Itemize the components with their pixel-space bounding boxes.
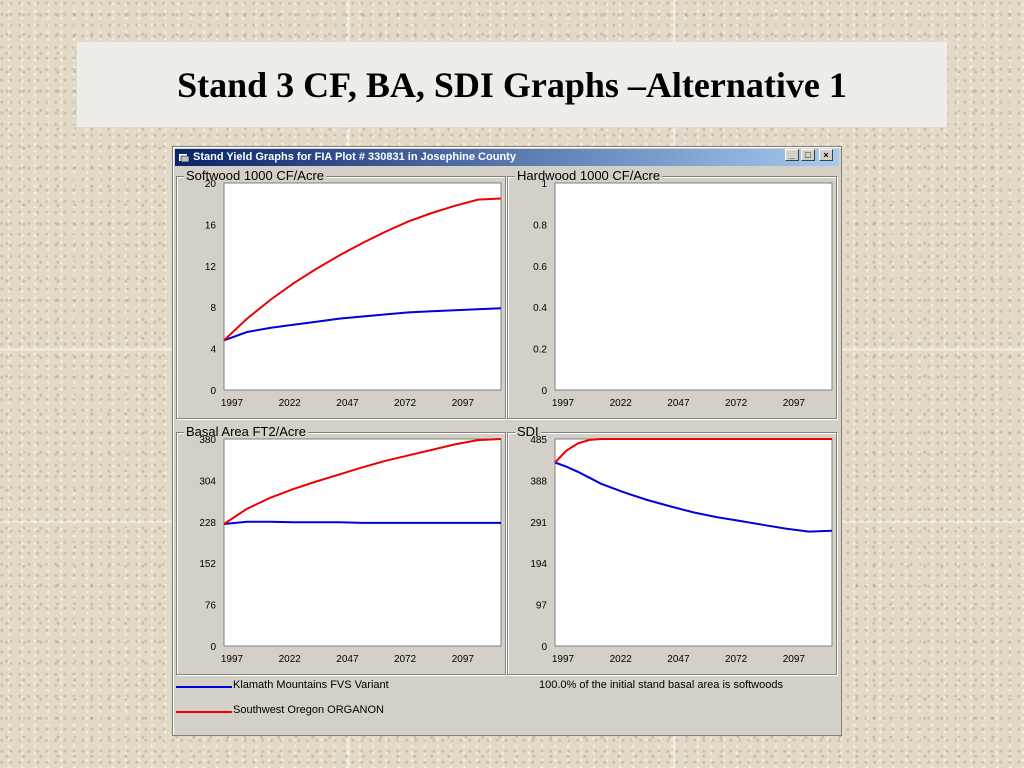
y-tick-label: 0.6 (533, 262, 547, 273)
hardwood-chart: 1 0.8 0.6 0.4 0.2 0 1997 2022 2047 2072 2097 (533, 179, 833, 409)
softwood-chart: 20 16 12 8 4 0 1997 2022 2047 2072 2097 (205, 179, 502, 409)
x-tick-label: 2047 (667, 654, 690, 665)
x-tick-label: 2047 (667, 398, 690, 409)
x-tick-label: 2022 (279, 398, 302, 409)
x-tick-label: 1997 (221, 654, 244, 665)
organon-series-line (223, 197, 502, 342)
basal-area-panel: Basal Area FT2/Acre 380 304 228 152 76 0 1997 2… (176, 425, 506, 675)
legend-fvs-label: Klamath Mountains FVS Variant (233, 679, 389, 691)
x-tick-label: 2097 (452, 398, 475, 409)
fvs-series-line (554, 461, 833, 533)
basal-area-chart: 380 304 228 152 76 0 1997 2022 2047 2072 2097 (199, 435, 502, 665)
window-titlebar[interactable]: Stand Yield Graphs for FIA Plot # 330831… (175, 149, 839, 166)
app-icon (179, 154, 189, 162)
x-tick-label: 2047 (336, 398, 359, 409)
x-tick-label: 2097 (783, 398, 806, 409)
close-button[interactable]: × (819, 149, 833, 161)
y-tick-label: 20 (205, 179, 217, 190)
y-tick-label: 16 (205, 220, 217, 231)
legend-organon-swatch (176, 711, 232, 713)
maximize-button[interactable]: □ (801, 149, 815, 161)
y-tick-label: 0 (210, 642, 216, 653)
y-tick-label: 4 (210, 345, 216, 356)
x-tick-label: 2072 (725, 398, 748, 409)
y-tick-label: 304 (199, 476, 216, 487)
y-tick-label: 0.4 (533, 303, 547, 314)
plot-area (554, 182, 833, 391)
organon-series-line (554, 438, 832, 464)
y-tick-label: 76 (205, 601, 217, 612)
y-tick-label: 194 (530, 559, 547, 570)
plot-area (223, 182, 502, 391)
y-tick-label: 0 (210, 386, 216, 397)
sdi-panel: SDI 485 388 291 194 97 0 1997 2022 2047 2072 2097 (507, 425, 837, 675)
y-tick-label: 97 (536, 601, 548, 612)
x-tick-label: 2022 (610, 654, 633, 665)
legend-organon-label: Southwest Oregon ORGANON (233, 704, 385, 716)
fvs-series-line (223, 520, 501, 525)
y-tick-label: 388 (530, 476, 547, 487)
window-title: Stand Yield Graphs for FIA Plot # 330831… (193, 151, 516, 163)
x-tick-label: 2022 (279, 654, 302, 665)
softwood-percent-note: 100.0% of the initial stand basal area i… (539, 679, 783, 691)
y-tick-label: 380 (199, 435, 216, 446)
slide-title: Stand 3 CF, BA, SDI Graphs –Alternative … (177, 64, 847, 105)
y-tick-label: 228 (199, 518, 216, 529)
basal-area-panel-title: Basal Area FT2/Acre (184, 424, 308, 439)
y-tick-label: 291 (530, 518, 547, 529)
sdi-chart: 485 388 291 194 97 0 1997 2022 2047 2072 2097 (530, 435, 833, 665)
x-tick-label: 2022 (610, 398, 633, 409)
x-tick-label: 2097 (452, 654, 475, 665)
sdi-panel-title: SDI (515, 424, 541, 439)
plot-area (554, 438, 833, 647)
x-tick-label: 2072 (394, 654, 417, 665)
x-tick-label: 2072 (394, 398, 417, 409)
x-tick-label: 1997 (552, 654, 575, 665)
stand-yield-window: Stand Yield Graphs for FIA Plot # 330831… (172, 146, 842, 736)
y-tick-label: 0 (541, 642, 547, 653)
x-tick-label: 2097 (783, 654, 806, 665)
y-tick-label: 152 (199, 559, 216, 570)
x-tick-label: 1997 (552, 398, 575, 409)
hardwood-panel-title: Hardwood 1000 CF/Acre (515, 168, 663, 183)
y-tick-label: 1 (541, 179, 547, 190)
y-tick-label: 0 (541, 386, 547, 397)
slide-title-box: Stand 3 CF, BA, SDI Graphs –Alternative … (77, 42, 947, 127)
fvs-series-line (223, 307, 502, 342)
y-tick-label: 485 (530, 435, 547, 446)
minimize-button[interactable]: _ (785, 149, 799, 161)
y-tick-label: 0.2 (533, 345, 547, 356)
x-tick-label: 1997 (221, 398, 244, 409)
x-tick-label: 2047 (336, 654, 359, 665)
plot-area (223, 438, 502, 647)
organon-series-line (223, 438, 502, 525)
y-tick-label: 12 (205, 262, 217, 273)
hardwood-panel: Hardwood 1000 CF/Acre 1 0.8 0.6 0.4 0.2 0 1997… (507, 169, 837, 419)
y-tick-label: 0.8 (533, 220, 547, 231)
legend-fvs-swatch (176, 686, 232, 688)
y-tick-label: 8 (210, 303, 216, 314)
softwood-panel-title: Softwood 1000 CF/Acre (184, 168, 327, 183)
x-tick-label: 2072 (725, 654, 748, 665)
softwood-panel: Softwood 1000 CF/Acre 20 16 12 8 4 0 1997 2022 2… (176, 169, 506, 419)
